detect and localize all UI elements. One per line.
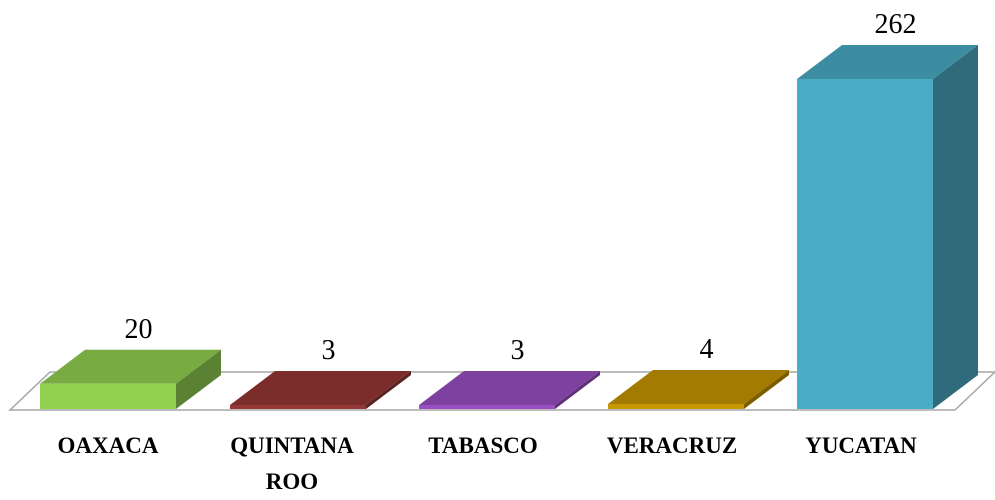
data-label-0: 20	[125, 314, 153, 345]
bar-0	[40, 349, 221, 409]
data-label-1: 3	[322, 335, 336, 366]
bar-side-4	[933, 45, 978, 409]
bar-front-1	[230, 405, 366, 409]
category-label-3: VERACRUZ	[606, 433, 738, 458]
bar-side-0	[176, 349, 221, 409]
bar-front-2	[419, 405, 555, 409]
category-label-0: OAXACA	[57, 433, 159, 458]
category-label-1: QUINTANA ROO	[230, 433, 354, 494]
bar-side-1	[366, 371, 411, 409]
bar-4	[797, 45, 978, 409]
bar-top-3	[608, 369, 789, 404]
bar-top-2	[419, 371, 600, 405]
bar-side-2	[555, 371, 600, 409]
bar-3	[608, 369, 789, 409]
bar-front-3	[608, 403, 744, 409]
data-label-3: 4	[700, 334, 714, 365]
category-label-4: YUCATAN	[805, 433, 917, 458]
bar-front-0	[40, 383, 176, 409]
category-label-2: TABASCO	[428, 433, 538, 458]
bar-2	[419, 371, 600, 409]
bar-top-1	[230, 371, 411, 405]
data-label-2: 3	[511, 335, 525, 366]
data-label-4: 262	[875, 9, 917, 40]
bar-1	[230, 371, 411, 409]
bar-front-4	[797, 79, 933, 409]
bar-top-0	[40, 349, 221, 384]
bar-top-4	[797, 45, 978, 79]
bar-side-3	[744, 369, 789, 409]
